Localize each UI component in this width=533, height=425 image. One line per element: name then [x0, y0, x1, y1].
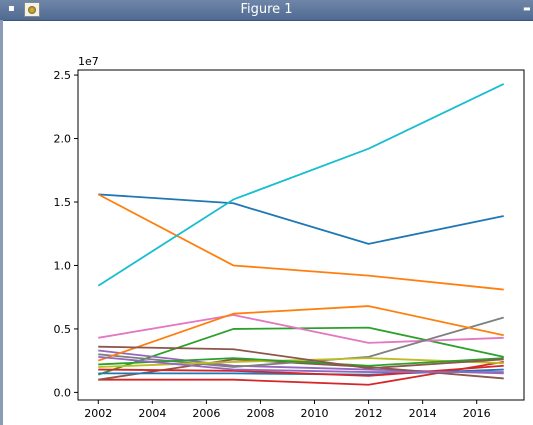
series-line-9: [98, 357, 504, 368]
series-line-2: [97, 193, 504, 291]
series-line-16: [98, 345, 504, 370]
x-axis-ticks: 2002 2004 2006 2008 2010 2012 2014 2016: [84, 400, 491, 420]
x-tick-label: 2016: [463, 407, 491, 420]
window-title: Figure 1: [240, 2, 293, 17]
title-bar[interactable]: ▪ Figure 1 ▬: [0, 0, 533, 21]
series-line-1: [98, 193, 504, 245]
x-tick-label: 2014: [409, 407, 437, 420]
figure-app-icon[interactable]: [24, 2, 40, 17]
x-tick-label: 2002: [84, 407, 112, 420]
y-tick-label: 0.0: [54, 386, 72, 399]
series-line-12: [97, 305, 504, 362]
y-axis-ticks: 0.0 0.5 1.0 1.5 2.0 2.5: [54, 69, 78, 399]
series-line-15: [98, 355, 504, 373]
series-line-7: [98, 314, 504, 344]
y-offset-label: 1e7: [78, 55, 99, 68]
series-line-14: [98, 364, 504, 377]
series-lines: [97, 83, 505, 386]
x-tick-label: 2012: [355, 407, 383, 420]
y-tick-label: 2.0: [54, 133, 72, 146]
y-tick-label: 1.0: [54, 259, 72, 272]
x-tick-label: 2010: [301, 407, 329, 420]
x-tick-label: 2008: [246, 407, 274, 420]
x-tick-label: 2006: [192, 407, 220, 420]
y-tick-label: 2.5: [54, 69, 72, 82]
line-chart: 2002 2004 2006 2008 2010 2012 2014 2016 0.0 0.5 1…: [54, 55, 525, 420]
axes-frame: [77, 69, 525, 401]
menu-dot-icon[interactable]: ▪: [8, 3, 15, 14]
minimize-icon[interactable]: ▬: [523, 4, 531, 13]
series-line-13: [98, 357, 504, 367]
window-left-border: [0, 20, 3, 425]
series-line-10: [97, 83, 505, 287]
y-tick-label: 1.5: [54, 196, 72, 209]
y-tick-label: 0.5: [54, 323, 72, 336]
x-tick-label: 2004: [138, 407, 166, 420]
